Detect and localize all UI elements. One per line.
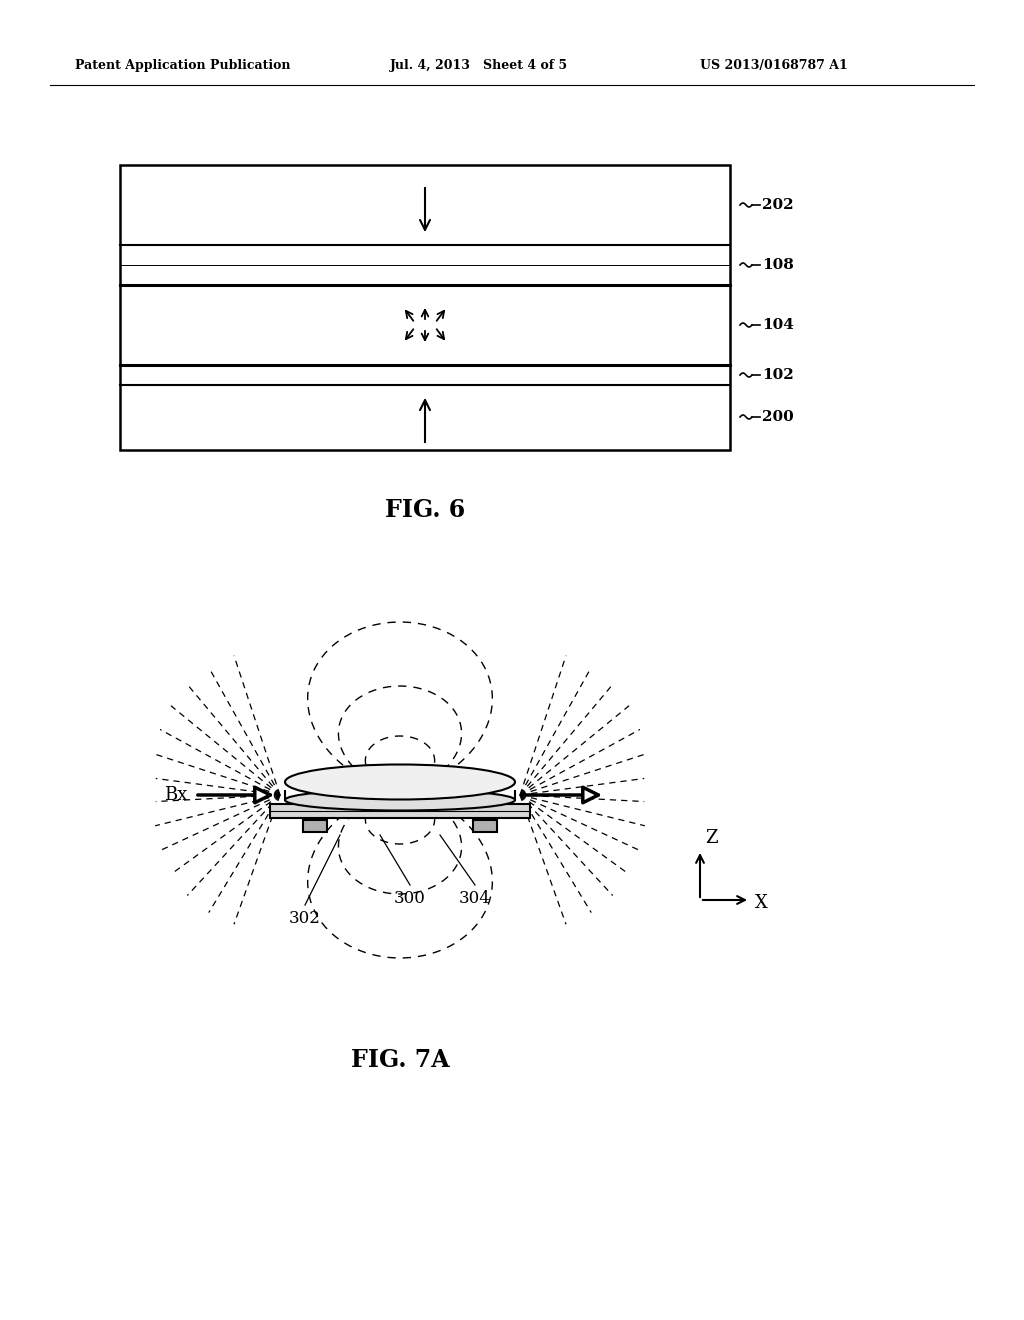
Text: Patent Application Publication: Patent Application Publication — [75, 58, 291, 71]
Text: 104: 104 — [762, 318, 794, 333]
Text: US 2013/0168787 A1: US 2013/0168787 A1 — [700, 58, 848, 71]
Text: Bx: Bx — [164, 785, 187, 804]
Bar — [120, 165, 730, 450]
Text: 102: 102 — [762, 368, 794, 381]
Text: FIG. 6: FIG. 6 — [385, 498, 465, 521]
Text: 202: 202 — [762, 198, 794, 213]
Bar — [473, 820, 497, 832]
Text: X: X — [755, 894, 768, 912]
Text: FIG. 7A: FIG. 7A — [350, 1048, 450, 1072]
Text: 108: 108 — [762, 257, 794, 272]
Text: Jul. 4, 2013   Sheet 4 of 5: Jul. 4, 2013 Sheet 4 of 5 — [390, 58, 568, 71]
Bar — [270, 804, 530, 818]
Text: 300: 300 — [394, 890, 426, 907]
Text: 302: 302 — [289, 909, 321, 927]
Text: Z: Z — [705, 829, 718, 847]
Bar — [303, 820, 327, 832]
Ellipse shape — [285, 764, 515, 800]
Ellipse shape — [285, 789, 515, 810]
Text: 304: 304 — [459, 890, 490, 907]
Text: 200: 200 — [762, 411, 794, 424]
